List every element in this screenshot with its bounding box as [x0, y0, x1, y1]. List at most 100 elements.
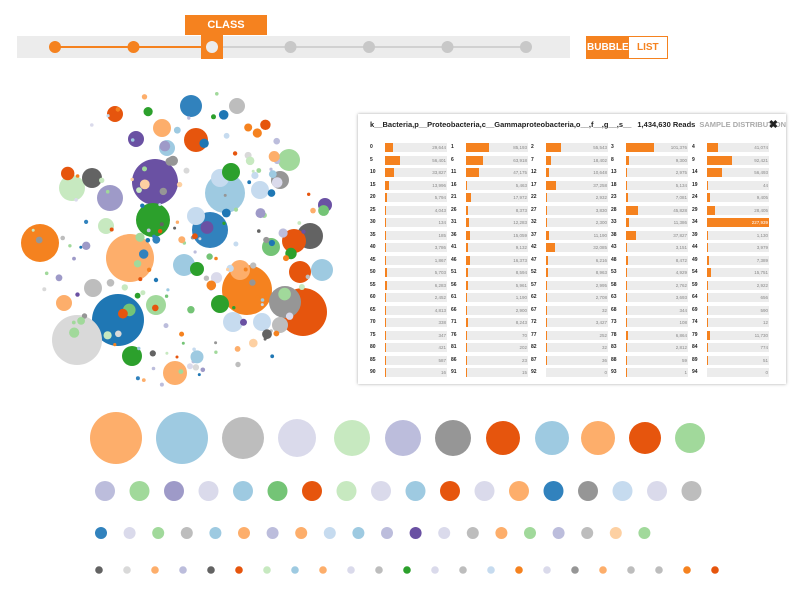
taxon-bubble[interactable] — [151, 366, 156, 371]
sample-cell[interactable]: 66 2,900 — [451, 305, 528, 315]
taxon-bubble[interactable] — [153, 119, 171, 137]
legend-bubble[interactable] — [495, 527, 508, 539]
legend-bubble[interactable] — [233, 481, 253, 501]
taxon-bubble[interactable] — [107, 106, 123, 122]
taxon-bubble[interactable] — [133, 260, 142, 268]
sample-cell[interactable]: 40 3,786 — [370, 243, 447, 252]
taxon-bubble[interactable] — [200, 367, 206, 373]
taxon-bubble[interactable] — [109, 227, 114, 232]
sample-cell[interactable]: 2 55,543 — [531, 143, 608, 152]
taxon-bubble[interactable] — [198, 237, 202, 241]
sample-cell[interactable]: 27 3,830 — [531, 205, 608, 215]
taxon-bubble[interactable] — [52, 315, 102, 365]
taxon-bubble[interactable] — [270, 354, 275, 359]
taxon-bubble[interactable] — [226, 267, 230, 272]
sample-cell[interactable]: 48 8,472 — [611, 255, 688, 265]
sample-cell[interactable]: 90 16 — [370, 368, 447, 377]
taxon-bubble[interactable] — [141, 378, 146, 382]
legend-bubble[interactable] — [207, 566, 215, 574]
taxon-bubble[interactable] — [289, 261, 311, 283]
taxon-bubble[interactable] — [244, 123, 253, 132]
taxon-bubble[interactable] — [152, 235, 161, 244]
sample-cell[interactable]: 14 56,493 — [692, 168, 769, 177]
sample-cell[interactable]: 21 17,972 — [451, 193, 528, 202]
sample-cell[interactable]: 93 1 — [611, 368, 688, 377]
legend-bubble[interactable] — [371, 481, 391, 501]
taxon-bubble[interactable] — [190, 350, 204, 364]
taxon-bubble[interactable] — [193, 250, 197, 254]
sample-cell[interactable]: 59 2,922 — [692, 280, 769, 290]
taxon-bubble[interactable] — [130, 177, 134, 182]
taxon-bubble[interactable] — [113, 343, 117, 347]
taxon-bubble[interactable] — [260, 119, 271, 130]
taxon-bubble[interactable] — [256, 168, 262, 173]
taxon-bubble[interactable] — [268, 151, 280, 162]
legend-bubble[interactable] — [152, 527, 165, 539]
legend-bubble[interactable] — [459, 566, 467, 574]
taxon-bubble[interactable] — [318, 205, 329, 216]
sample-cell[interactable]: 77 252 — [531, 330, 608, 340]
taxon-bubble[interactable] — [240, 318, 247, 326]
taxon-bubble[interactable] — [152, 304, 159, 312]
sample-cell[interactable]: 36 15,059 — [451, 230, 528, 240]
legend-bubble[interactable] — [675, 423, 705, 453]
legend-bubble[interactable] — [336, 481, 357, 501]
sample-cell[interactable]: 52 8,963 — [531, 268, 608, 277]
taxon-bubble[interactable] — [269, 167, 273, 171]
sample-cell[interactable]: 67 32 — [531, 305, 608, 315]
legend-bubble[interactable] — [95, 527, 107, 539]
legend-bubble[interactable] — [295, 527, 308, 539]
taxon-bubble[interactable] — [130, 138, 135, 142]
taxon-bubble[interactable] — [135, 232, 145, 242]
taxon-bubble[interactable] — [79, 245, 83, 249]
legend-bubble[interactable] — [347, 566, 355, 574]
taxon-bubble[interactable] — [115, 107, 121, 112]
taxon-bubble[interactable] — [166, 288, 170, 292]
taxon-bubble[interactable] — [251, 181, 269, 199]
list-view-button[interactable]: LIST — [628, 37, 667, 58]
legend-bubble[interactable] — [486, 421, 520, 455]
legend-bubble[interactable] — [352, 527, 365, 539]
taxon-bubble[interactable] — [74, 198, 78, 202]
taxon-bubble[interactable] — [82, 168, 102, 188]
slider-step[interactable] — [49, 41, 61, 53]
taxon-bubble[interactable] — [272, 317, 288, 333]
taxon-bubble[interactable] — [307, 192, 311, 196]
taxon-bubble[interactable] — [137, 346, 141, 351]
taxon-bubble[interactable] — [31, 228, 35, 232]
taxon-bubble[interactable] — [282, 229, 306, 253]
legend-bubble[interactable] — [375, 566, 383, 574]
sample-cell[interactable]: 81 202 — [451, 343, 528, 352]
sample-cell[interactable]: 3 101,376 — [611, 143, 688, 152]
taxon-bubble[interactable] — [180, 95, 202, 117]
taxon-bubble[interactable] — [140, 290, 146, 296]
taxon-bubble[interactable] — [190, 262, 204, 276]
legend-bubble[interactable] — [543, 566, 551, 574]
taxon-bubble[interactable] — [135, 376, 140, 381]
sample-cell[interactable]: 10 33,827 — [370, 168, 447, 177]
taxon-bubble[interactable] — [56, 295, 72, 311]
taxon-bubble[interactable] — [192, 233, 198, 240]
sample-cell[interactable]: 16 5,463 — [451, 180, 528, 190]
taxon-bubble[interactable] — [136, 203, 170, 237]
taxon-bubble[interactable] — [80, 325, 86, 331]
taxon-bubble[interactable] — [59, 175, 85, 201]
sample-cell[interactable]: 31 12,283 — [451, 218, 528, 227]
sample-cell[interactable]: 35 185 — [370, 230, 447, 240]
legend-bubble[interactable] — [515, 566, 523, 574]
sample-cell[interactable]: 51 8,594 — [451, 268, 528, 277]
legend-bubble[interactable] — [95, 481, 115, 501]
taxon-bubble[interactable] — [223, 193, 227, 197]
taxon-bubble[interactable] — [311, 259, 333, 281]
taxon-bubble[interactable] — [159, 222, 164, 227]
legend-bubble[interactable] — [435, 420, 471, 456]
taxon-bubble[interactable] — [159, 187, 167, 196]
sample-cell[interactable]: 47 6,216 — [531, 255, 608, 265]
taxon-bubble[interactable] — [178, 369, 184, 374]
taxon-bubble[interactable] — [278, 149, 300, 171]
sample-cell[interactable]: 60 2,452 — [370, 293, 447, 302]
sample-cell[interactable]: 9 92,421 — [692, 155, 769, 165]
taxon-bubble[interactable] — [179, 331, 185, 337]
sample-cell[interactable]: 11 47,175 — [451, 168, 528, 177]
legend-bubble[interactable] — [278, 419, 316, 457]
